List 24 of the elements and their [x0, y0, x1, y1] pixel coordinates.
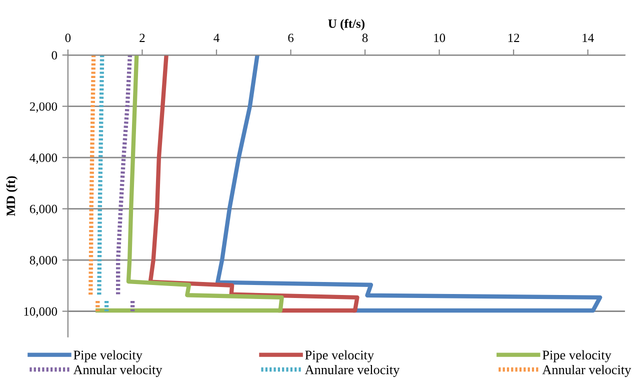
y-tick-label: 0 — [52, 51, 58, 60]
x-tick-label: 14 — [582, 34, 594, 42]
y-tick-label: 10,000 — [24, 307, 58, 318]
x-tick-label: 2 — [140, 34, 145, 42]
legend-label: Annular velocity — [542, 364, 632, 377]
legend-label: Pipe velocity — [542, 350, 612, 362]
x-tick-label: 4 — [214, 34, 220, 42]
legend-label: Pipe velocity — [74, 350, 142, 362]
x-tick-label: 0 — [65, 34, 71, 42]
x-tick-label: 10 — [434, 34, 446, 42]
x-tick-label: 12 — [508, 34, 520, 42]
y-axis-title: MD (ft) — [6, 176, 18, 216]
y-tick-label: 6,000 — [30, 204, 58, 216]
y-tick-label: 8,000 — [30, 256, 58, 266]
legend-label: Pipe velocity — [305, 350, 374, 362]
y-tick-label: 2,000 — [30, 102, 58, 113]
line-series — [216, 55, 602, 313]
line-series — [96, 55, 284, 313]
x-axis-title: U (ft/s) — [328, 18, 364, 30]
legend-label: Annulare velocity — [304, 364, 400, 377]
x-tick-label: 6 — [288, 34, 294, 42]
y-tick-label: 4,000 — [30, 154, 58, 164]
x-tick-label: 8 — [362, 34, 368, 42]
legend-label: Annular velocity — [73, 364, 162, 377]
